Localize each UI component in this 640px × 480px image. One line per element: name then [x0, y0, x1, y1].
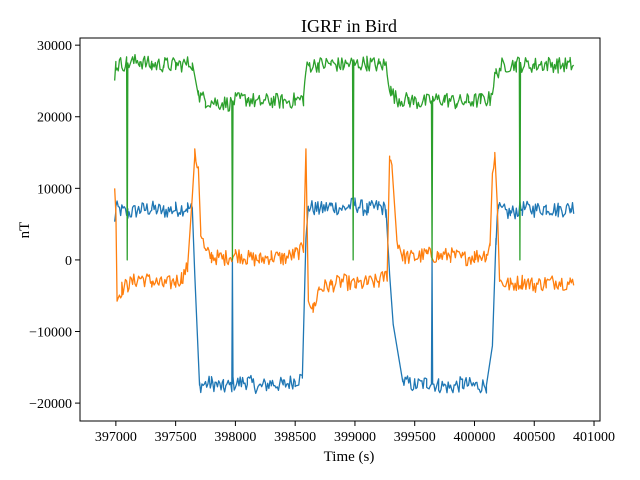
y-tick-label: −20000	[29, 397, 72, 412]
x-tick-label: 399000	[334, 430, 376, 445]
x-tick-label: 397000	[95, 430, 137, 445]
series-line-2	[114, 148, 575, 313]
y-tick-label: 20000	[37, 111, 72, 126]
y-tick-label: 10000	[37, 182, 72, 197]
x-tick-label: 398000	[214, 430, 256, 445]
y-axis-label: nT	[17, 222, 33, 239]
plot-frame	[79, 37, 601, 422]
x-tick-label: 401000	[573, 430, 615, 445]
x-tick-label: 399500	[394, 430, 436, 445]
y-axis: −20000 −10000 0 10000 20000 30000	[29, 39, 80, 412]
series-line-1	[114, 197, 575, 395]
series-layer	[114, 53, 575, 395]
series-line-3	[114, 53, 575, 261]
y-tick-label: 0	[65, 254, 72, 269]
y-tick-label: 30000	[37, 39, 72, 54]
x-tick-label: 397500	[155, 430, 197, 445]
chart-title: IGRF in Bird	[301, 16, 397, 36]
x-tick-label: 398500	[274, 430, 316, 445]
y-tick-label: −10000	[29, 326, 72, 341]
x-tick-label: 400000	[453, 430, 495, 445]
x-axis: 397000 397500 398000 398500 399000 399500 4000…	[95, 421, 615, 445]
x-tick-label: 400500	[513, 430, 555, 445]
x-axis-label: Time (s)	[324, 449, 375, 465]
